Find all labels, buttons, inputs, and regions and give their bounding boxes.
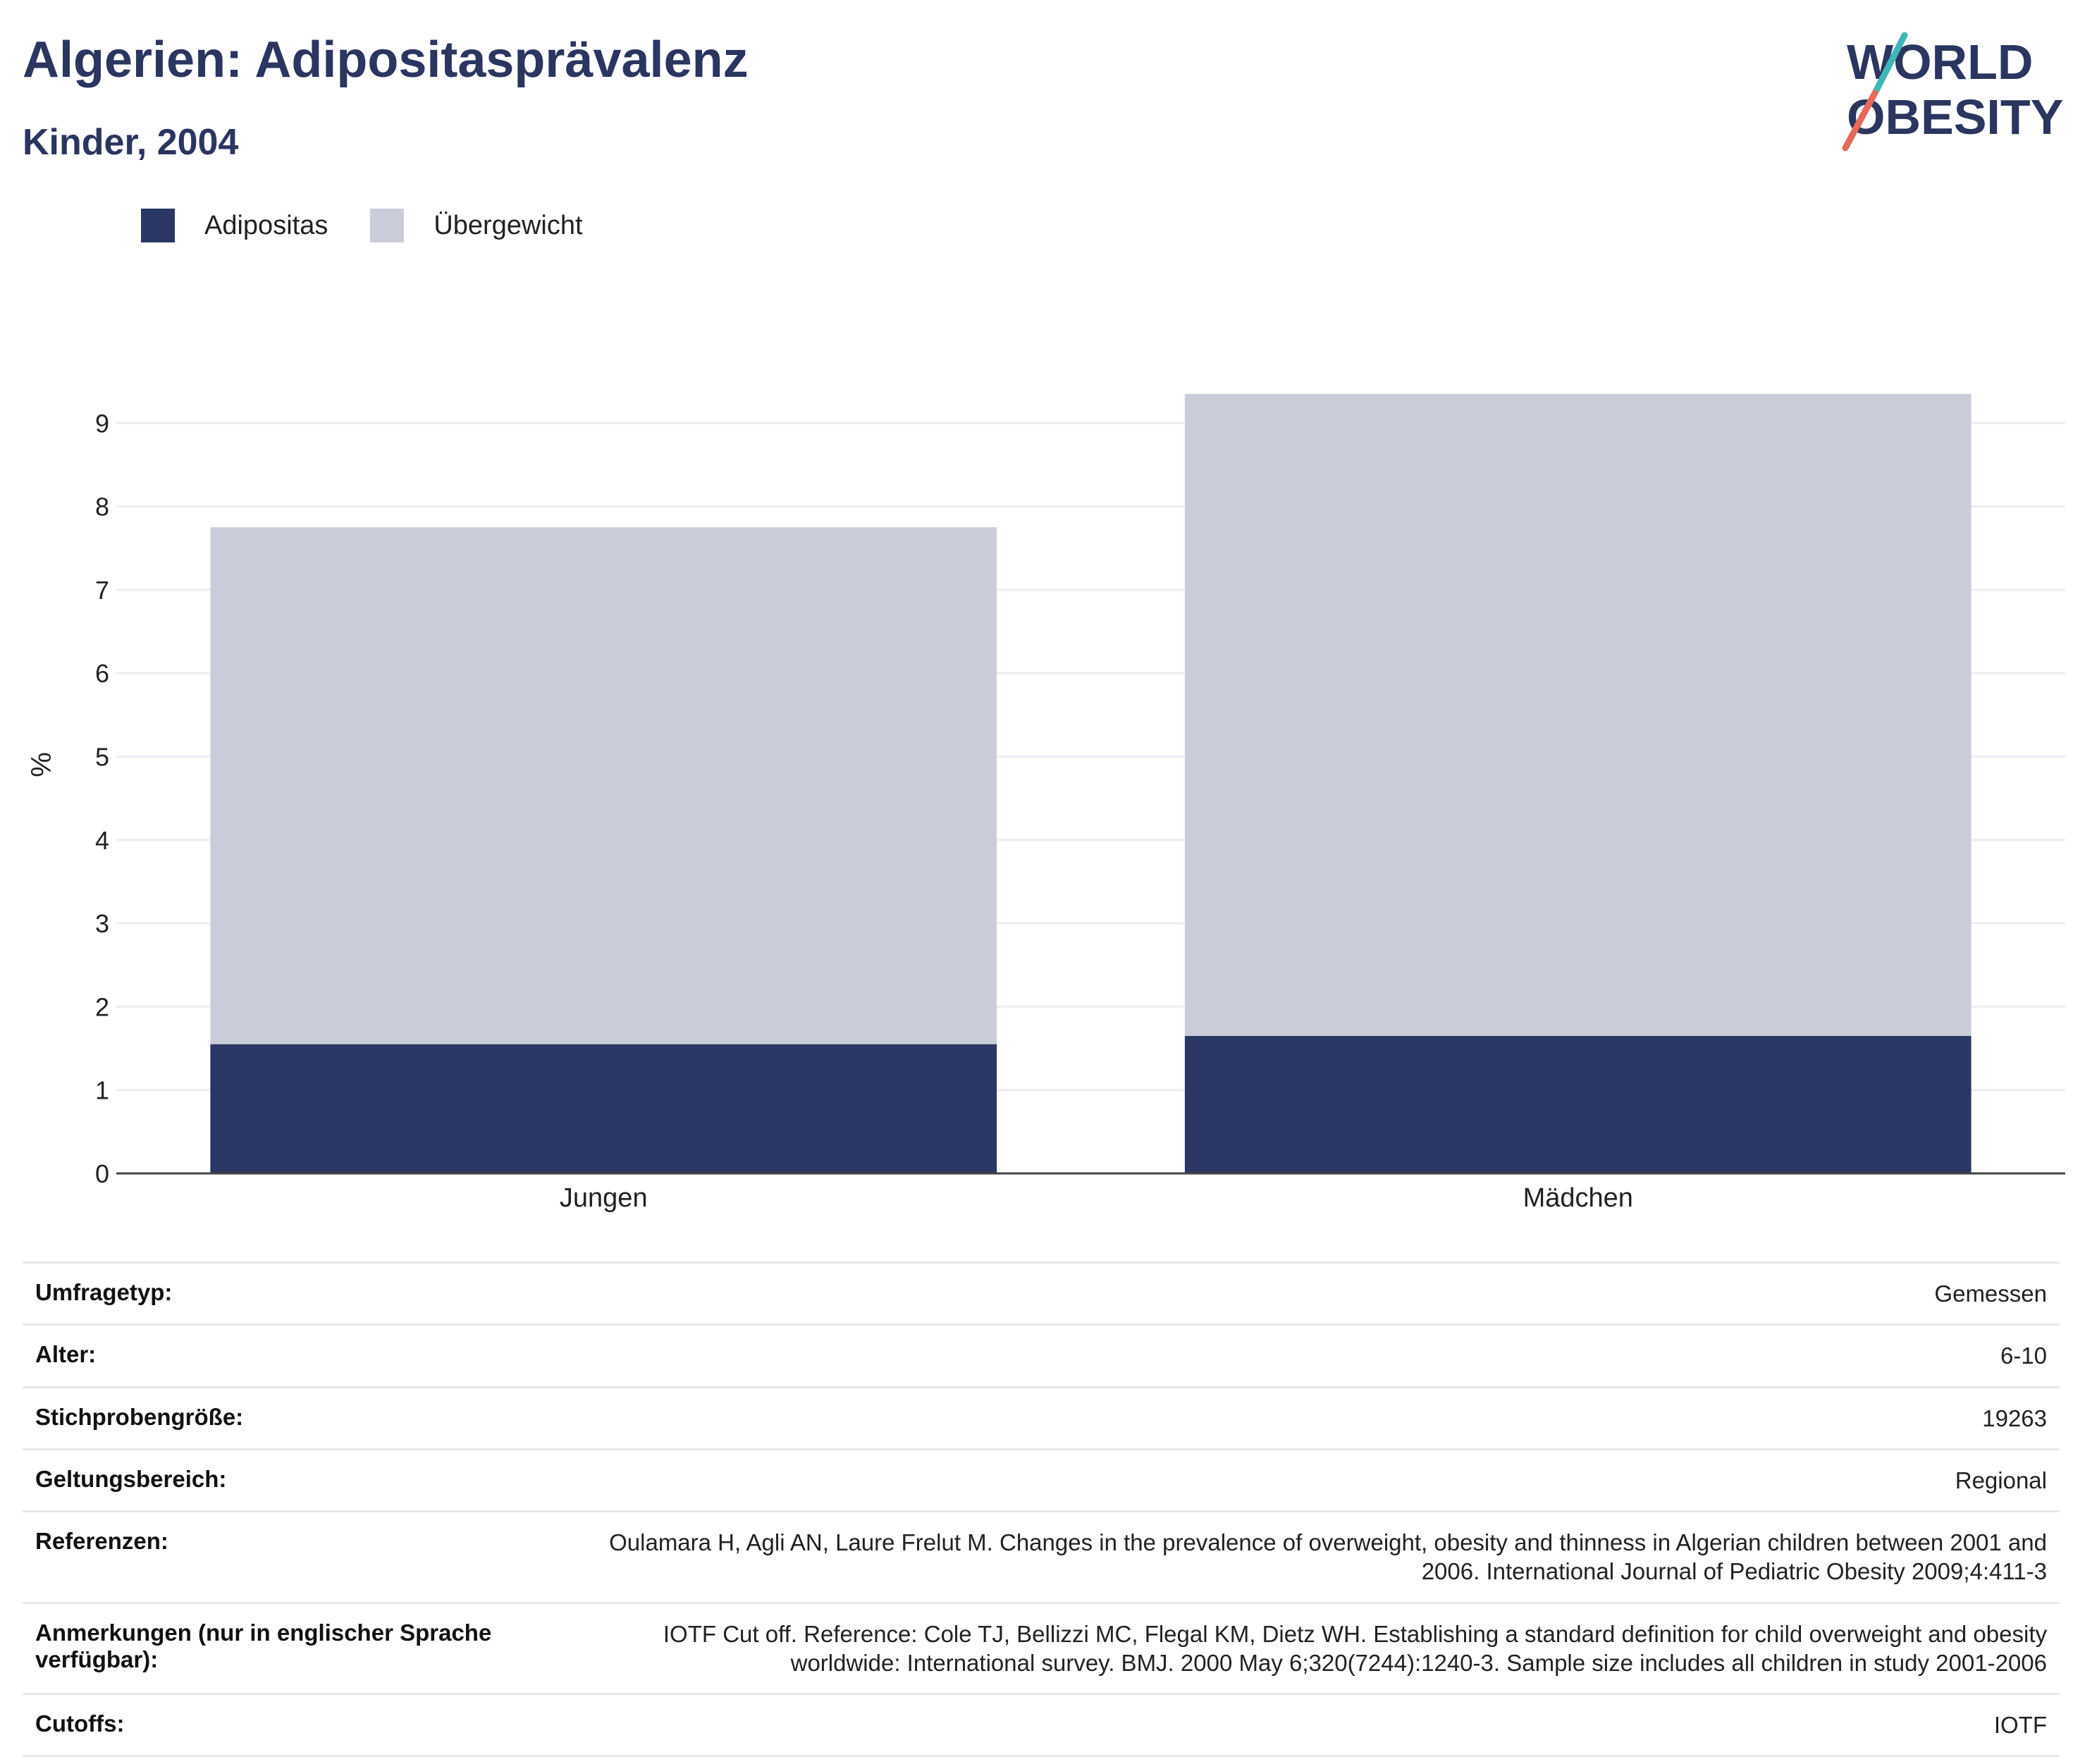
- legend-swatch-overweight: [370, 209, 405, 242]
- bar-obesity-1[interactable]: [1184, 1035, 1972, 1173]
- y-tick-label: 2: [95, 992, 109, 1021]
- metadata-key: Anmerkungen (nur in englischer Sprache v…: [23, 1601, 570, 1694]
- metadata-value: 19263: [570, 1386, 2060, 1450]
- y-tick-label: 6: [95, 659, 109, 688]
- y-tick-label: 1: [95, 1076, 109, 1105]
- legend-item-obesity[interactable]: Adipositas: [141, 209, 328, 242]
- survey-metadata-table: Umfragetyp: Gemessen Alter: 6-10 Stichproben…: [23, 1261, 2060, 1758]
- metadata-row: Umfragetyp: Gemessen: [23, 1261, 2060, 1325]
- legend-swatch-obesity: [141, 209, 175, 242]
- legend-item-overweight[interactable]: Übergewicht: [370, 209, 583, 242]
- page-title: Algerien: Adipositasprävalenz: [23, 32, 749, 88]
- page-subtitle: Kinder, 2004: [23, 122, 239, 163]
- metadata-value: Gemessen: [570, 1261, 2060, 1325]
- metadata-row: Alter: 6-10: [23, 1324, 2060, 1387]
- bar-obesity-0[interactable]: [210, 1044, 997, 1173]
- metadata-key: Stichprobengröße:: [23, 1386, 570, 1450]
- svg-text:WORLD: WORLD: [1847, 35, 2033, 90]
- svg-text:OBESITY: OBESITY: [1847, 90, 2063, 144]
- metadata-value: Oulamara H, Agli AN, Laure Frelut M. Cha…: [570, 1510, 2060, 1603]
- legend-label-overweight: Übergewicht: [433, 210, 583, 240]
- y-tick-label: 4: [95, 826, 109, 855]
- bar-overweight-0[interactable]: [210, 527, 997, 1044]
- y-tick-label: 5: [95, 743, 109, 772]
- chart-legend: Adipositas Übergewicht: [141, 209, 625, 242]
- metadata-value: IOTF: [570, 1692, 2060, 1758]
- metadata-key: Alter:: [23, 1324, 570, 1387]
- y-tick-label: 9: [95, 409, 109, 438]
- metadata-row: Referenzen: Oulamara H, Agli AN, Laure Fr…: [23, 1510, 2060, 1603]
- metadata-row: Anmerkungen (nur in englischer Sprache v…: [23, 1601, 2060, 1694]
- metadata-row: Geltungsbereich: Regional: [23, 1448, 2060, 1512]
- metadata-row: Stichprobengröße: 19263: [23, 1386, 2060, 1450]
- y-tick-label: 7: [95, 576, 109, 605]
- metadata-value: IOTF Cut off. Reference: Cole TJ, Belliz…: [570, 1601, 2060, 1694]
- y-tick-label: 3: [95, 909, 109, 938]
- metadata-key: Geltungsbereich:: [23, 1448, 570, 1512]
- y-tick-label: 8: [95, 493, 109, 522]
- metadata-key: Referenzen:: [23, 1510, 570, 1603]
- stacked-bar-chart: 0 1 2 3 4 5 6 7 8 9% Jungen Mädchen: [26, 393, 2065, 1213]
- metadata-value: Regional: [570, 1448, 2060, 1512]
- y-axis-label: %: [26, 752, 57, 777]
- metadata-row: Cutoffs: IOTF: [23, 1692, 2060, 1758]
- y-tick-label: 0: [95, 1159, 109, 1188]
- metadata-key: Cutoffs:: [23, 1692, 570, 1758]
- metadata-value: 6-10: [570, 1324, 2060, 1387]
- x-tick-label: Jungen: [560, 1183, 648, 1213]
- x-tick-label: Mädchen: [1523, 1183, 1633, 1213]
- bar-overweight-1[interactable]: [1184, 393, 1972, 1036]
- metadata-key: Umfragetyp:: [23, 1261, 570, 1325]
- legend-label-obesity: Adipositas: [204, 210, 328, 240]
- world-obesity-logo: WORLD OBESITY: [1842, 32, 2063, 152]
